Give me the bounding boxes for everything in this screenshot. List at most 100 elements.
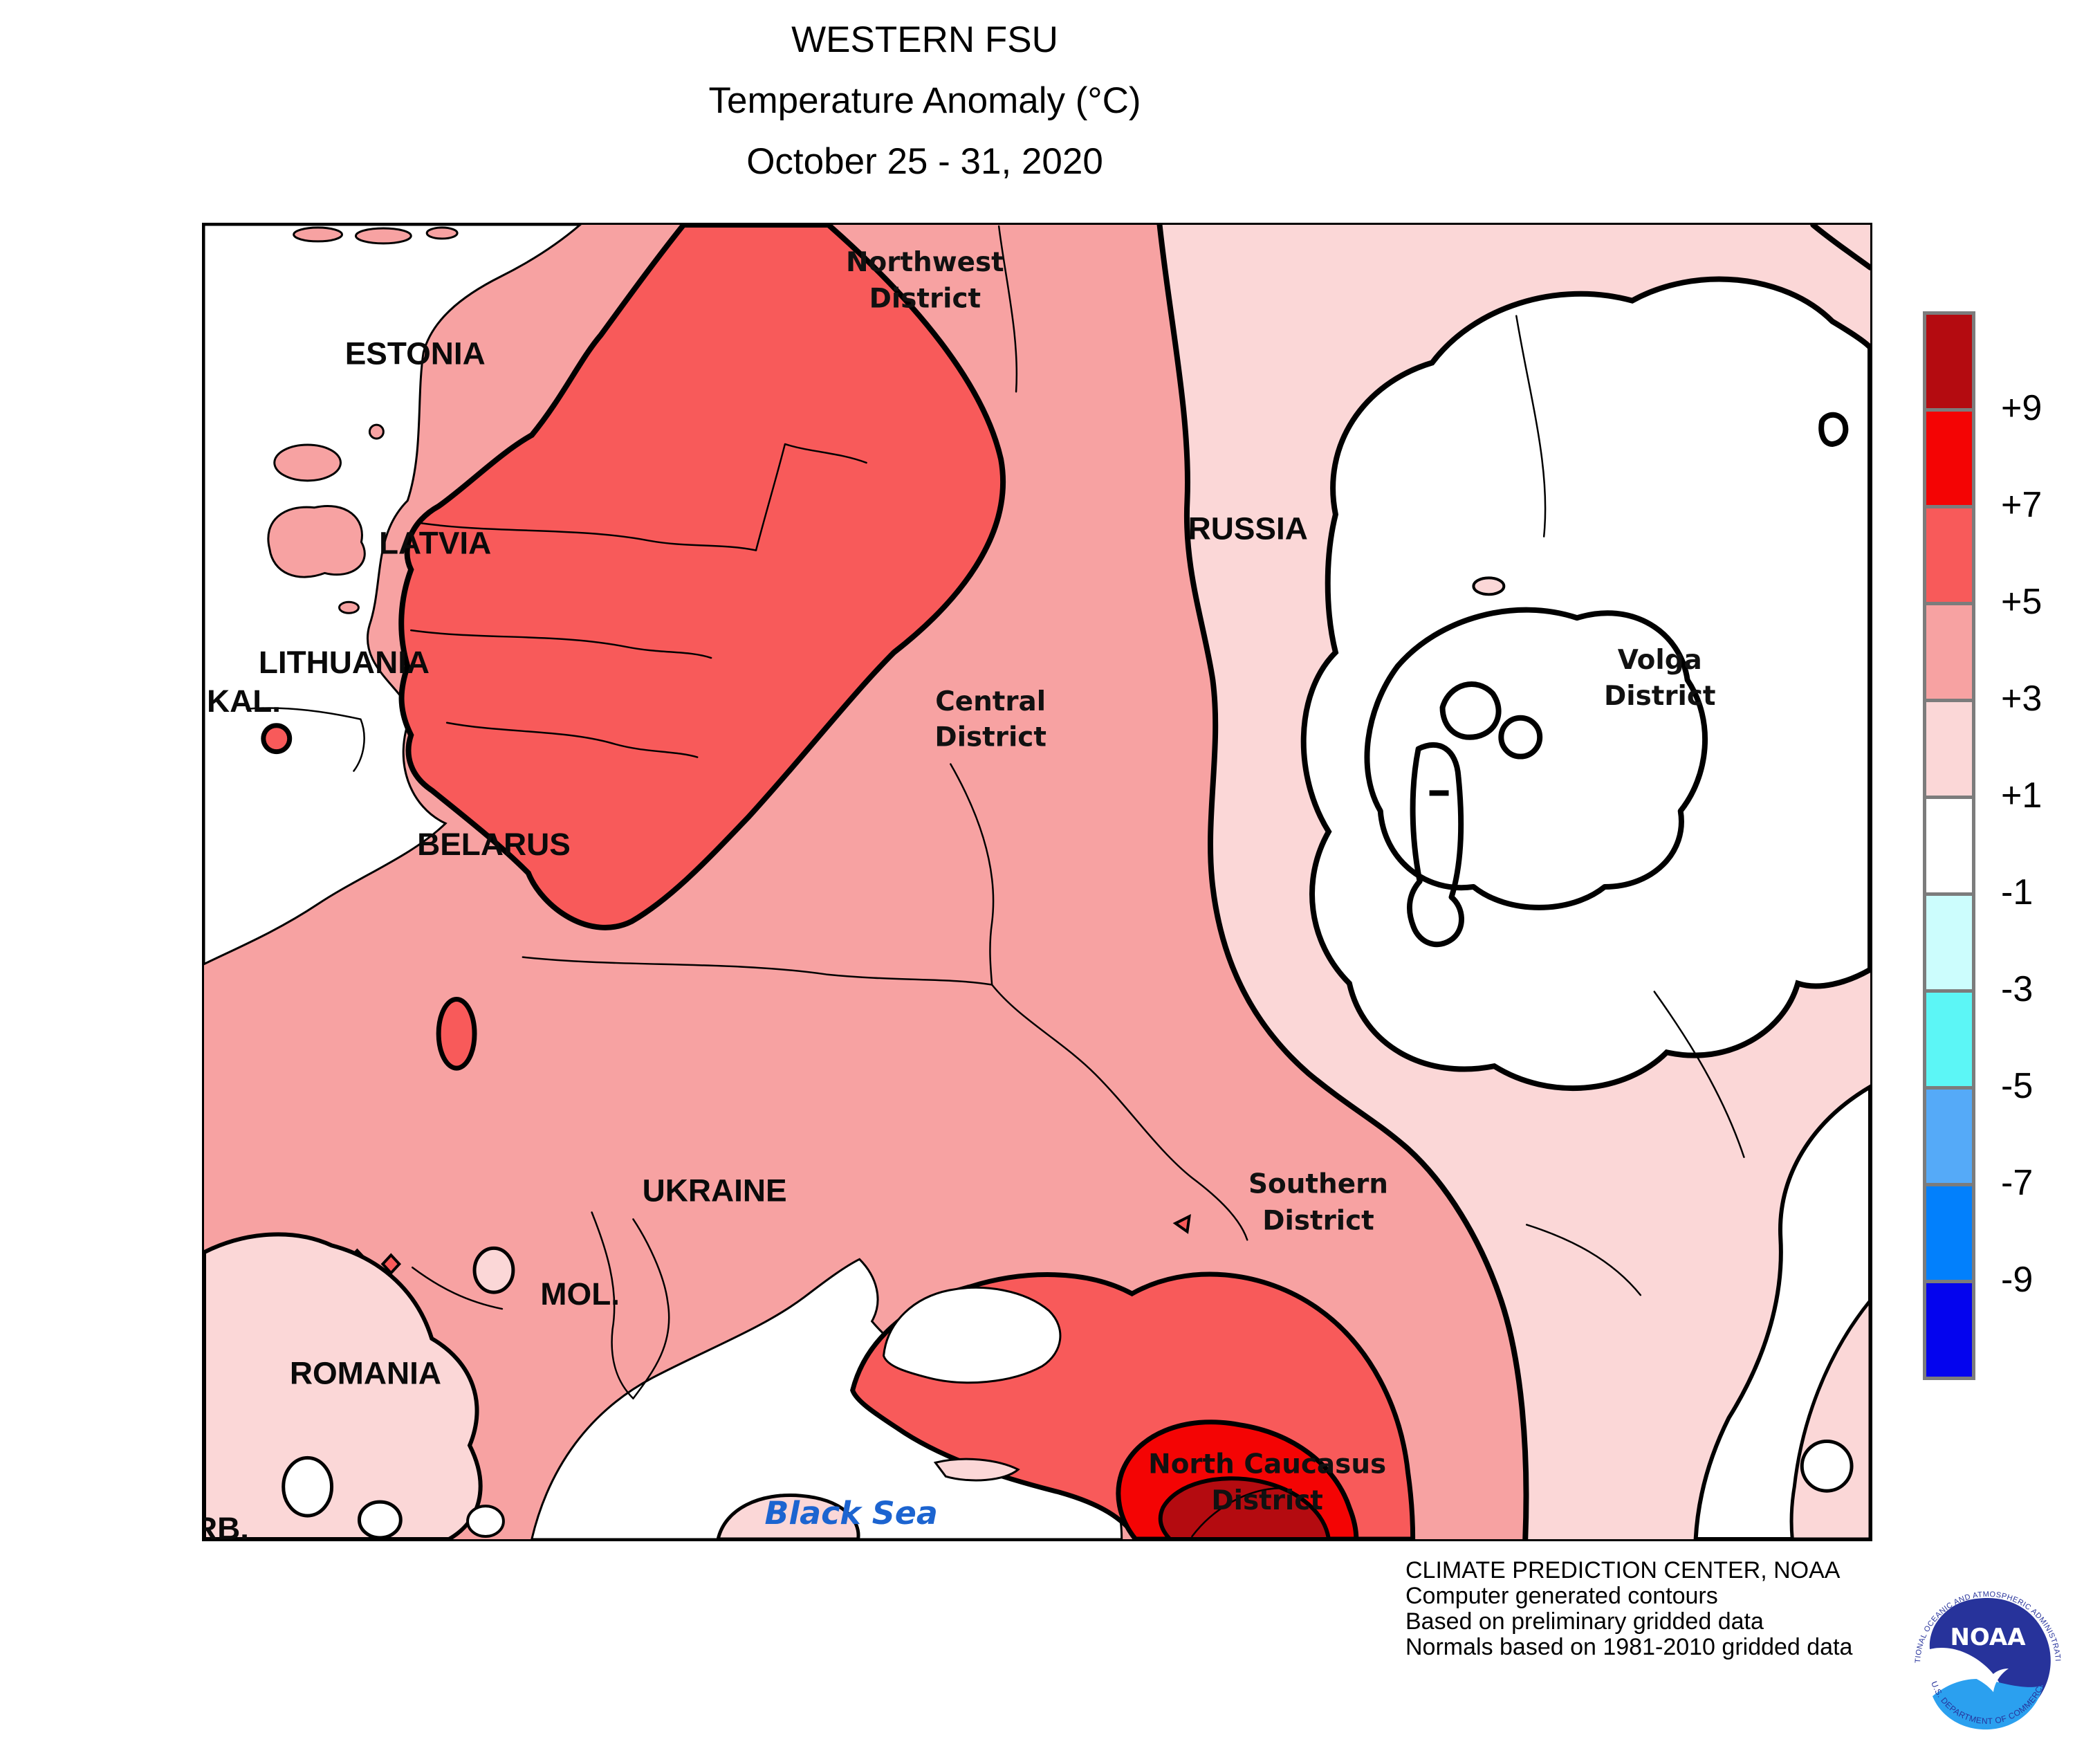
scale-box-plus3-5 xyxy=(1923,602,1975,702)
label-north-caucasus-district-line1: North Caucasus xyxy=(1148,1449,1386,1480)
label-central-district-line1: Central xyxy=(935,686,1046,717)
map-spot-red-kaliningrad xyxy=(261,723,293,755)
label-russia: RUSSIA xyxy=(1188,511,1308,546)
map-spot-red-diamond-2 xyxy=(380,1253,402,1276)
contour-plus3-east xyxy=(1156,225,1529,1539)
label-romania: ROMANIA xyxy=(290,1355,441,1391)
border-lithuania-south xyxy=(445,722,699,758)
contour-loop-volga-small-1 xyxy=(1439,681,1502,740)
scale-box-plus9-up xyxy=(1923,311,1975,412)
label-north-caucasus-district-line2: District xyxy=(1211,1485,1323,1516)
scale-box-plus5-7 xyxy=(1923,505,1975,605)
map-spot-white-bottom-center xyxy=(466,1505,505,1538)
label-lithuania: LITHUANIA xyxy=(259,644,430,680)
label-kaliningrad: KAL. xyxy=(207,683,281,719)
border-latvia-south xyxy=(410,629,712,659)
border-lower-volga xyxy=(1525,991,1745,1296)
border-belarus-ukraine xyxy=(522,956,993,986)
title-block: WESTERN FSU Temperature Anomaly (°C) Oct… xyxy=(233,10,1616,192)
color-scale xyxy=(1923,311,1975,1380)
scale-box-minus1-3 xyxy=(1923,892,1975,993)
map-region-pale-bottom-blob xyxy=(716,1494,860,1539)
border-moldova-east xyxy=(632,1218,670,1399)
label-northwest-district-line1: Northwest xyxy=(846,247,1004,278)
scale-label-minus3: -3 xyxy=(2001,969,2034,1009)
map-region-pale-romania xyxy=(204,1232,483,1539)
map-region-sea-of-azov xyxy=(883,1286,1062,1384)
title-variable: Temperature Anomaly (°C) xyxy=(708,80,1141,121)
contour-loop-volga-outer xyxy=(1364,607,1708,910)
scale-box-neutral xyxy=(1923,796,1975,896)
island-icon xyxy=(338,600,360,614)
island-icon xyxy=(293,226,343,243)
border-district-top xyxy=(997,225,1018,393)
label-serbia: RB. xyxy=(204,1510,249,1539)
map-frame: ESTONIA LATVIA LITHUANIA KAL. BELARUS UK… xyxy=(202,223,1872,1541)
label-southern-district-line1: Southern xyxy=(1248,1169,1388,1200)
map-spot-pale-moldova xyxy=(472,1246,515,1294)
label-volga-district-line2: District xyxy=(1604,681,1716,712)
border-kaliningrad xyxy=(246,707,365,772)
map-spot-white-romania-1 xyxy=(282,1455,334,1518)
border-russia-ukraine xyxy=(990,984,1248,1241)
title-region: WESTERN FSU xyxy=(791,19,1058,60)
scale-label-minus9: -9 xyxy=(2001,1260,2034,1300)
scale-label-minus7: -7 xyxy=(2001,1163,2034,1203)
scale-box-minus9-dn xyxy=(1923,1280,1975,1380)
label-belarus: BELARUS xyxy=(417,826,571,862)
credit-source: CLIMATE PREDICTION CENTER, NOAA xyxy=(1405,1557,1841,1583)
scale-label-plus1: +1 xyxy=(2001,775,2042,816)
map-region-baltic-sea xyxy=(204,225,582,966)
noaa-logo: NOAA NATIONAL OCEANIC AND ATMOSPHERIC AD… xyxy=(1903,1576,2061,1736)
island-icon xyxy=(354,227,412,245)
border-caucasus xyxy=(1191,1487,1283,1538)
map-region-pale-crimea-coast xyxy=(933,1458,1020,1482)
scale-label-plus9: +9 xyxy=(2001,388,2042,428)
scale-label-plus7: +7 xyxy=(2001,485,2042,525)
map-spot-red-triangle-south xyxy=(1172,1214,1191,1234)
contour-loop-volga-elongated xyxy=(1407,742,1464,948)
label-central-district-line2: District xyxy=(934,722,1046,753)
border-estonia-south xyxy=(416,522,757,551)
label-latvia: LATVIA xyxy=(379,525,491,561)
contour-loop-volga-small-2 xyxy=(1498,715,1543,760)
credit-data: Based on preliminary gridded data xyxy=(1405,1608,1764,1635)
border-romania-north xyxy=(412,1266,504,1310)
contour-loop-volga-tiny-right xyxy=(1818,412,1849,447)
label-northwest-district-line2: District xyxy=(869,284,981,315)
scale-label-plus5: +5 xyxy=(2001,582,2042,622)
label-volga-district-line1: Volga xyxy=(1618,645,1702,676)
logo-acronym: NOAA xyxy=(1950,1624,2026,1651)
map-region-anomaly-5-7-northwest xyxy=(398,225,1006,930)
island-saaremaa xyxy=(267,505,366,578)
map-spot-white-romania-2 xyxy=(357,1500,403,1539)
label-southern-district-line2: District xyxy=(1262,1205,1374,1236)
label-black-sea: Black Sea xyxy=(764,1494,937,1532)
label-estonia: ESTONIA xyxy=(345,335,486,371)
border-moldova-west xyxy=(591,1211,634,1399)
scale-box-minus5-7 xyxy=(1923,1086,1975,1186)
label-ukraine: UKRAINE xyxy=(643,1173,787,1209)
contour-topright-corner xyxy=(1810,225,1870,270)
logo-gull-icon xyxy=(1931,1657,2009,1692)
island-hiiumaa xyxy=(273,443,342,482)
logo-light-shape xyxy=(1933,1678,2043,1730)
map-spot-pink-in-volga xyxy=(1472,576,1506,596)
scale-box-minus3-5 xyxy=(1923,989,1975,1090)
border-belarus-russia xyxy=(950,763,995,986)
scale-box-plus7-9 xyxy=(1923,408,1975,508)
map-spot-white-southeast xyxy=(1800,1439,1854,1493)
scale-label-minus5: -5 xyxy=(2001,1066,2034,1106)
scale-box-plus1-3 xyxy=(1923,699,1975,799)
title-date-range: October 25 - 31, 2020 xyxy=(746,141,1103,182)
label-moldova: MOL. xyxy=(540,1276,620,1312)
border-estonia-east xyxy=(755,443,867,551)
credit-method: Computer generated contours xyxy=(1405,1583,1718,1609)
border-volga-internal xyxy=(1515,315,1547,538)
credit-normals: Normals based on 1981-2010 gridded data xyxy=(1405,1634,1853,1660)
scale-label-minus1: -1 xyxy=(2001,872,2034,912)
temperature-anomaly-map: ESTONIA LATVIA LITHUANIA KAL. BELARUS UK… xyxy=(204,225,1870,1539)
map-spot-red-central-ukraine xyxy=(436,996,477,1071)
scale-box-minus7-9 xyxy=(1923,1183,1975,1283)
credits-block: CLIMATE PREDICTION CENTER, NOAA Computer… xyxy=(1405,1558,1852,1660)
